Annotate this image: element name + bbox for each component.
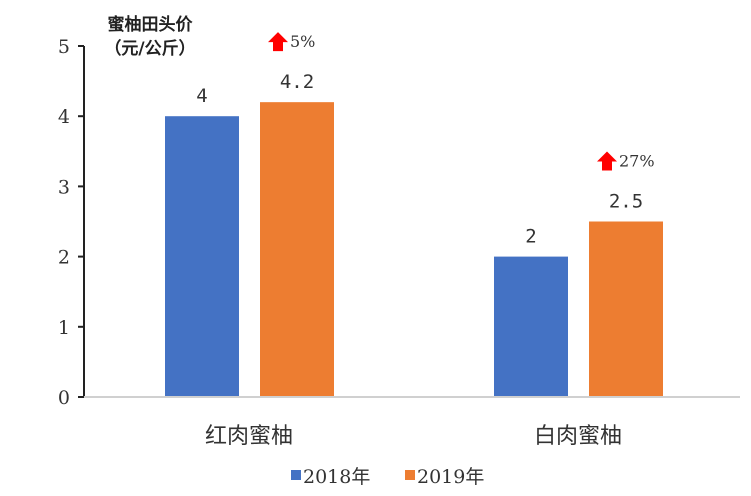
- up-arrow-icon: [597, 151, 617, 171]
- legend: 2018年 2019年: [291, 466, 484, 488]
- legend-swatch-2018: [291, 470, 301, 480]
- bar-2018年-白肉蜜柚: [494, 256, 568, 397]
- data-label: 4: [196, 85, 207, 107]
- y-tick-label: 2: [58, 247, 70, 269]
- category-label: 白肉蜜柚: [534, 424, 622, 449]
- y-tick-label: 3: [58, 176, 70, 198]
- bar-2019年-红肉蜜柚: [260, 102, 334, 397]
- change-annotation: 27%: [619, 152, 655, 171]
- data-label: 2.5: [609, 191, 643, 213]
- up-arrow-icon: [268, 32, 288, 52]
- legend-swatch-2019: [405, 470, 415, 480]
- bars: 4 2 4.2 2.5: [165, 71, 663, 397]
- data-label: 2: [525, 226, 536, 248]
- y-tick-label: 5: [58, 36, 70, 58]
- y-tick-label: 0: [58, 387, 70, 409]
- legend-label-2018: 2018年: [303, 466, 370, 488]
- chart-title-line1: 蜜柚田头价: [108, 14, 194, 35]
- category-label: 红肉蜜柚: [205, 424, 293, 449]
- bar-2019年-白肉蜜柚: [589, 221, 663, 397]
- y-tick-label: 4: [58, 106, 70, 128]
- change-annotation: 5%: [290, 32, 315, 51]
- legend-label-2019: 2019年: [417, 466, 484, 488]
- y-axis: 0 1 2 3 4 5: [58, 36, 85, 409]
- data-label: 4.2: [280, 71, 314, 93]
- y-tick-label: 1: [58, 317, 70, 339]
- bar-2018年-红肉蜜柚: [165, 116, 239, 397]
- chart-title-line2: （元/公斤）: [104, 38, 195, 59]
